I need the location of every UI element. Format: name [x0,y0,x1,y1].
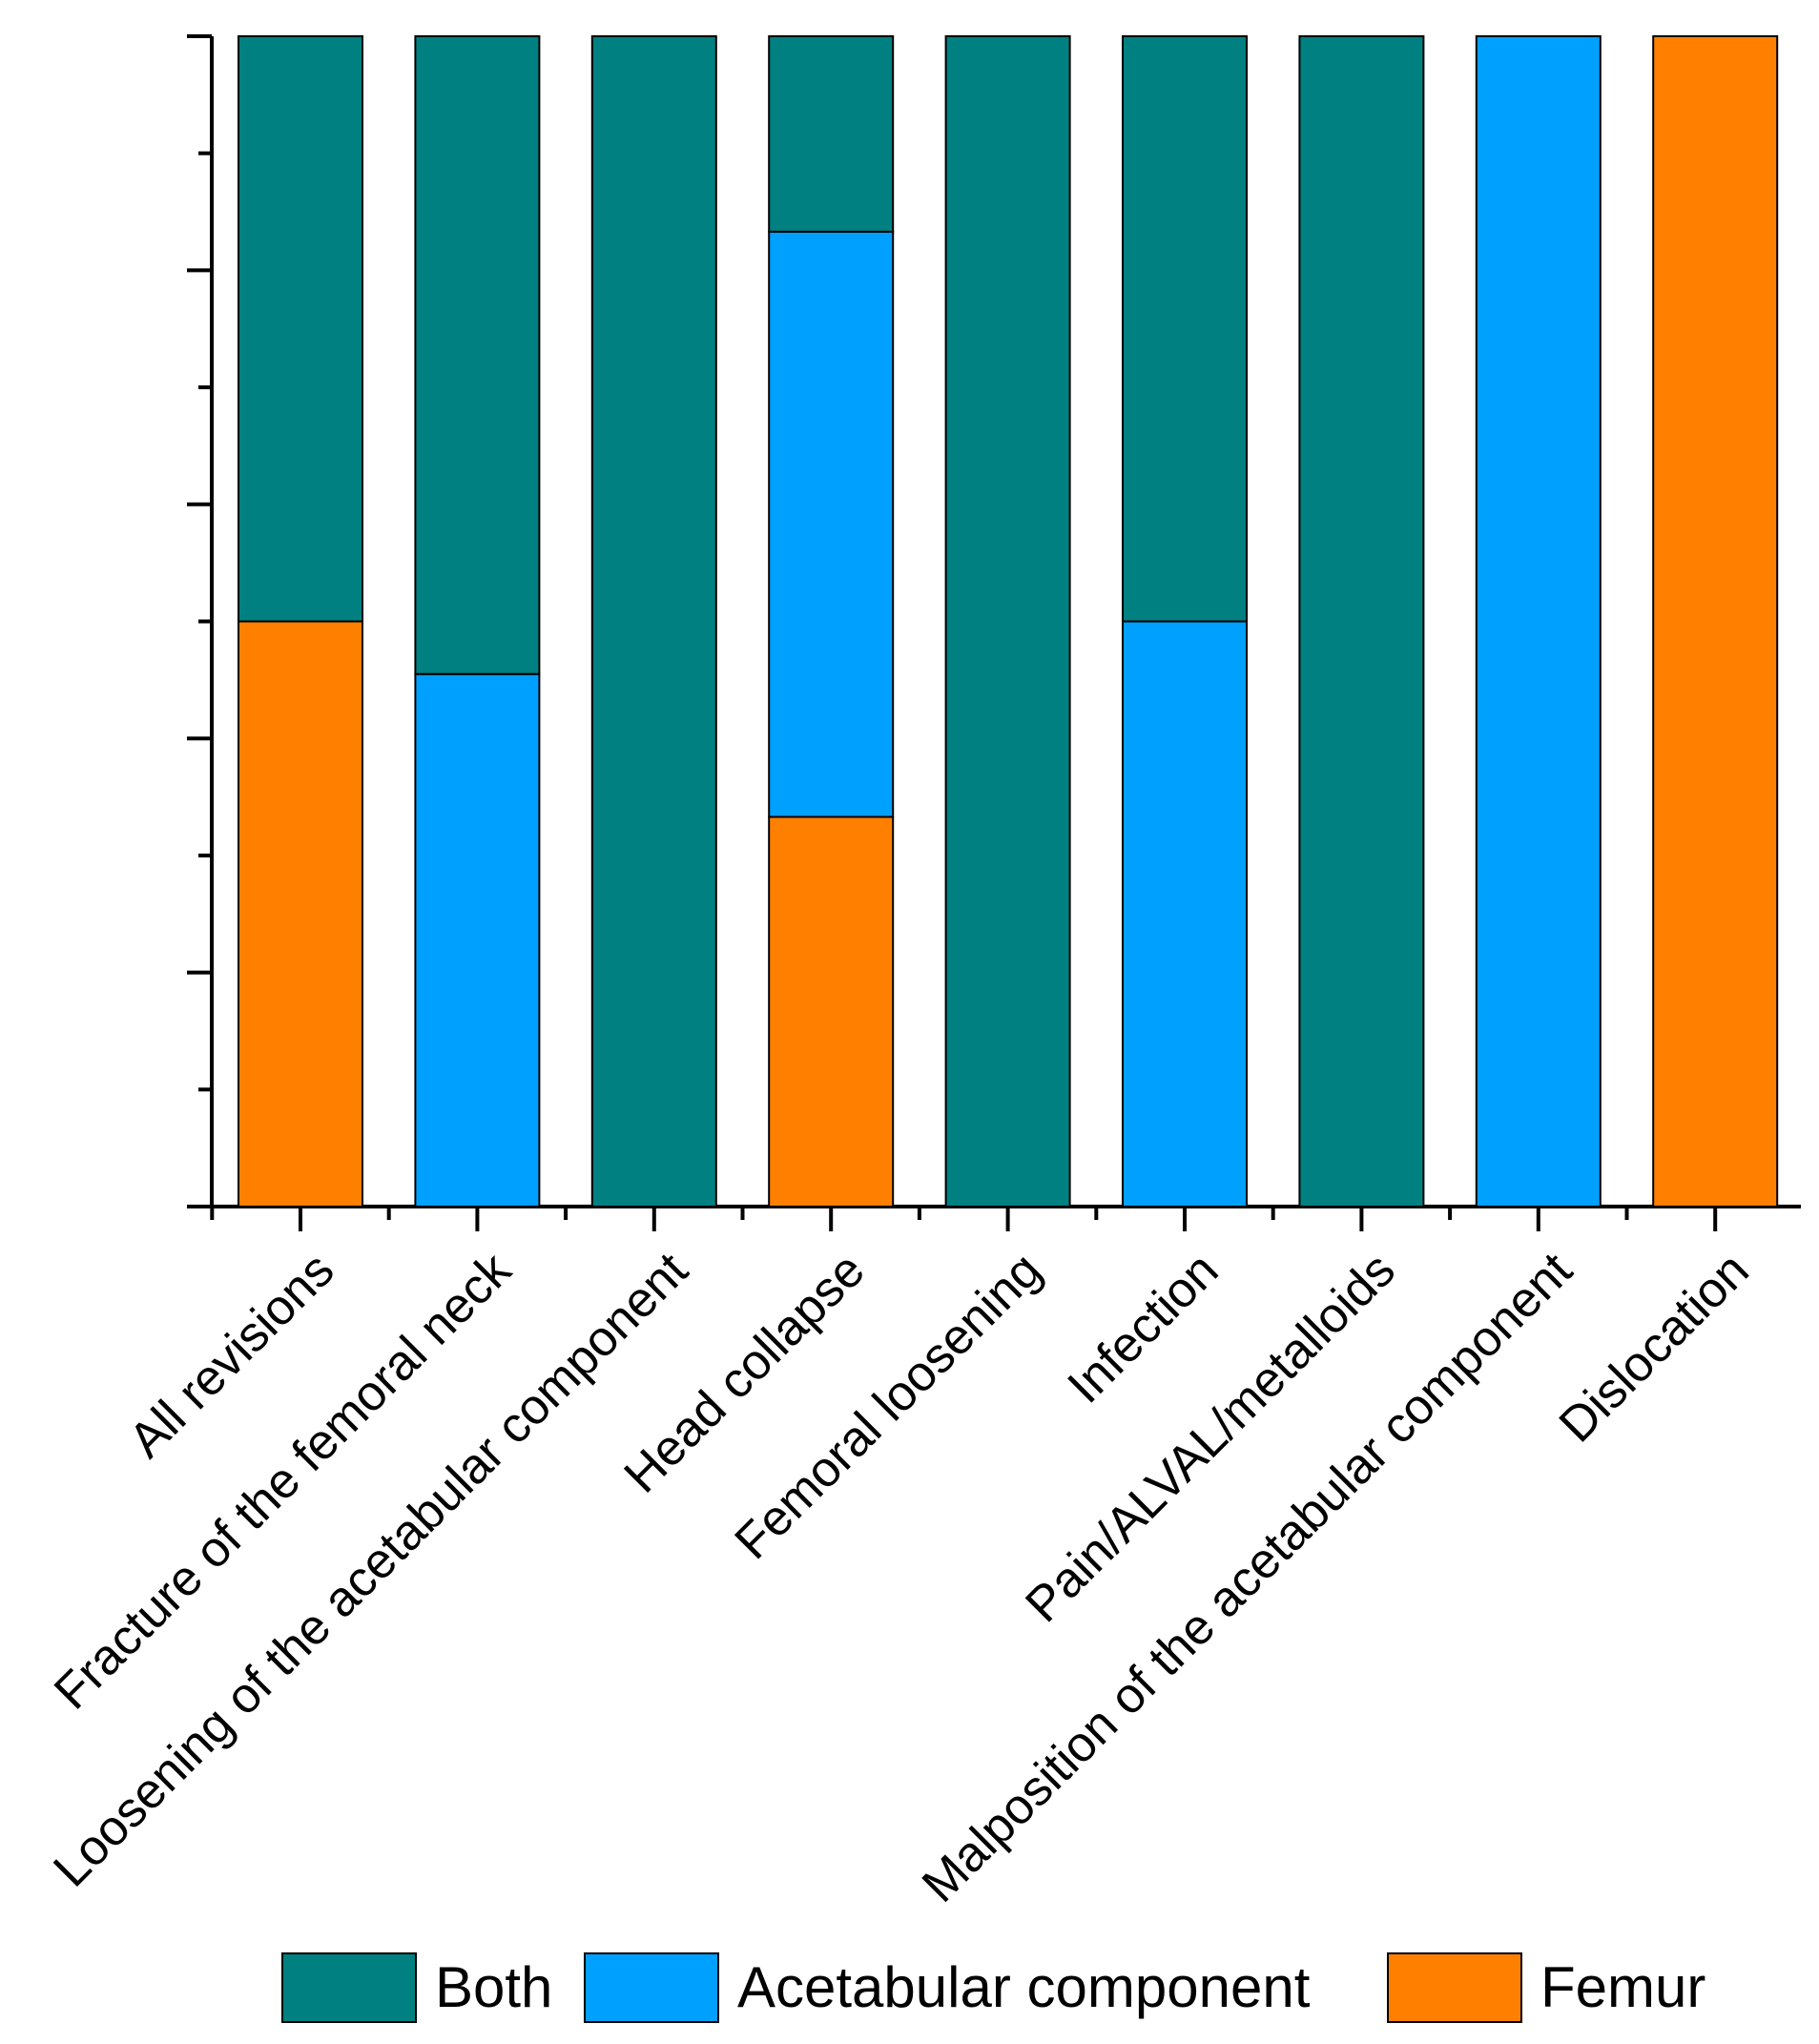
bar-both-6 [1298,35,1425,1208]
x-tick-label: Infection [1057,1242,1229,1414]
legend-swatch-femur [1387,1952,1522,2023]
legend-label: Both [435,1955,552,2019]
x-axis [210,1205,1801,1231]
legend: Both Acetabular component Femur [281,1952,1705,2023]
bar-both-0 [238,35,363,623]
bar-acetabular-component-3 [768,230,895,818]
bar-acetabular-component-1 [414,672,541,1208]
bar-acetabular-component-5 [1122,620,1248,1208]
bar-both-2 [590,35,717,1208]
bar-both-4 [944,35,1071,1208]
legend-label: Acetabular component [737,1955,1311,2019]
legend-swatch-acetabular-component [584,1952,719,2023]
bar-both-1 [414,35,541,675]
bar-femur-8 [1652,35,1779,1208]
x-tick-label: Dislocation [1549,1242,1760,1453]
legend-label: Femur [1540,1955,1705,2019]
bar-both-5 [1122,35,1248,623]
y-axis [187,34,214,1208]
x-tick-label: Femoral loosening [725,1242,1052,1569]
legend-swatch-both [281,1952,417,2023]
bar-femur-3 [768,816,895,1208]
bars [238,35,1779,1208]
x-tick-label: Malposition of the acetabular component [912,1242,1583,1913]
bar-femur-0 [238,620,363,1208]
bar-both-3 [768,35,895,233]
x-tick-label: Loosening of the acetabular component [43,1242,698,1897]
bar-acetabular-component-7 [1475,35,1602,1208]
